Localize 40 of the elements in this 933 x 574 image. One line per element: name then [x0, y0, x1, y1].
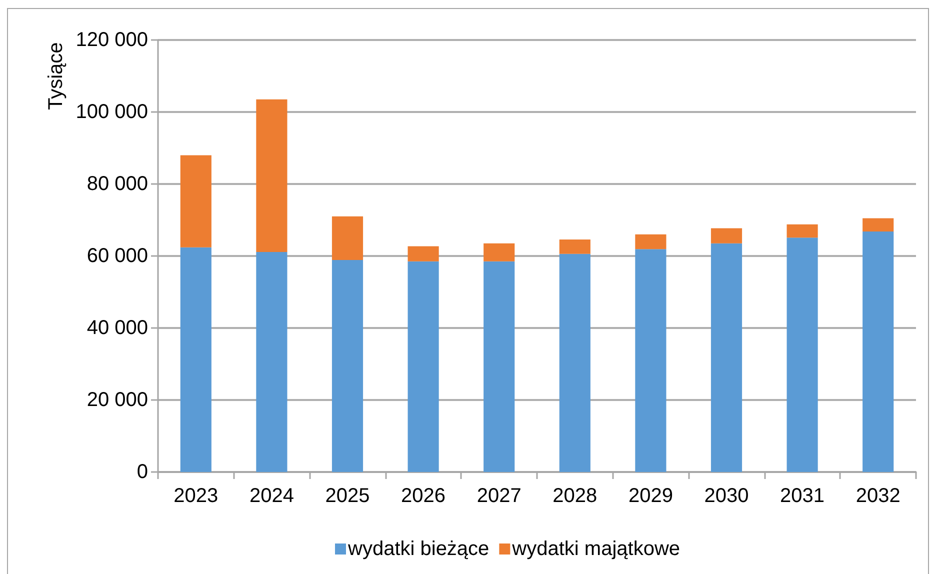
- bar: [332, 260, 364, 472]
- bar: [862, 218, 894, 232]
- y-axis-title: Tysiące: [45, 42, 67, 110]
- x-tick-label: 2026: [401, 485, 446, 507]
- x-tick-label: 2025: [325, 485, 370, 507]
- legend-label: wydatki majątkowe: [511, 538, 680, 560]
- y-tick-label: 20 000: [86, 389, 148, 411]
- x-tick-label: 2024: [249, 485, 294, 507]
- bar: [635, 234, 666, 250]
- y-tick-label: 40 000: [86, 317, 148, 339]
- y-tick-label: 60 000: [86, 245, 148, 267]
- x-tick-label: 2029: [628, 485, 673, 507]
- bar: [786, 238, 818, 472]
- y-tick-label: 0: [136, 461, 148, 483]
- legend-label: wydatki bieżące: [347, 538, 490, 560]
- bar: [256, 99, 288, 252]
- bar: [484, 261, 515, 472]
- x-tick-label: 2032: [856, 485, 900, 507]
- bar: [710, 243, 742, 472]
- bar: [862, 232, 894, 472]
- bar: [559, 254, 590, 472]
- bar: [559, 239, 590, 254]
- bar: [408, 246, 439, 262]
- y-tick-label: 80 000: [86, 173, 148, 195]
- bar: [786, 224, 818, 238]
- bar: [180, 247, 212, 472]
- bar: [484, 243, 515, 262]
- x-tick-label: 2028: [552, 485, 598, 507]
- bar: [180, 155, 212, 248]
- bar: [256, 252, 288, 472]
- bar: [635, 249, 666, 472]
- y-tick-label: 100 000: [76, 101, 148, 123]
- y-tick-label: 120 000: [76, 29, 148, 51]
- x-tick-label: 2030: [704, 485, 749, 507]
- bar: [332, 216, 364, 260]
- bar: [710, 228, 742, 244]
- x-tick-label: 2027: [476, 485, 522, 507]
- bar: [408, 261, 439, 472]
- x-tick-label: 2031: [780, 485, 825, 507]
- x-tick-label: 2023: [174, 485, 218, 507]
